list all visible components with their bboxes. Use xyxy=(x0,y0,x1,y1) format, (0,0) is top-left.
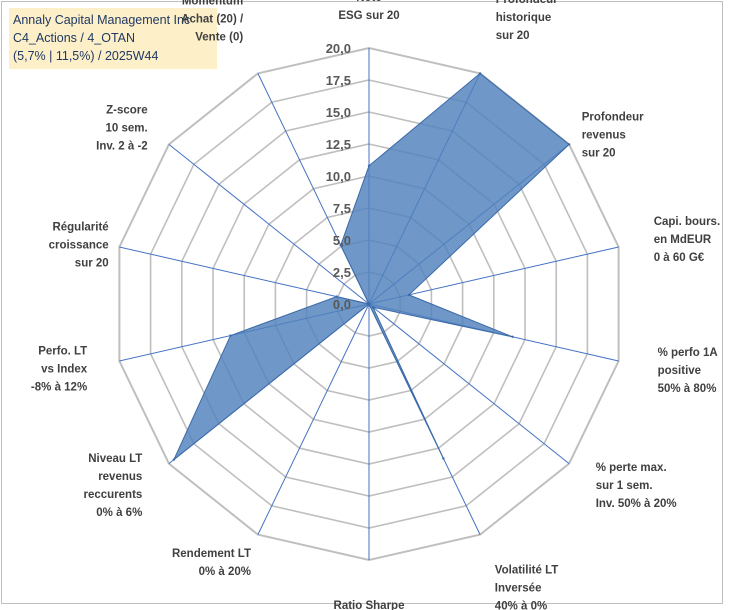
axis-label-11-line-0: Régularité xyxy=(52,222,108,234)
data-point-13 xyxy=(339,244,342,247)
axis-label-12-line-2: Inv. 2 à -2 xyxy=(96,141,148,153)
data-point-5 xyxy=(371,306,375,309)
axis-label-7: Ratio Sharpe0 à 1 xyxy=(334,600,405,610)
axis-label-10-line-1: vs Index xyxy=(41,363,88,375)
axis-label-7-line-0: Ratio Sharpe xyxy=(334,600,405,610)
axis-label-5-line-1: sur 1 sem. xyxy=(596,480,653,492)
axis-label-10: Perfo. LT vs Index -8% à 12% xyxy=(31,345,88,393)
axis-label-6: Volatilité LT Inversée 40% à 0% xyxy=(495,564,558,610)
axis-label-5-line-2: Inv. 50% à 20% xyxy=(596,498,677,510)
axis-label-8-line-1: 0% à 20% xyxy=(199,566,251,578)
axis-label-3-line-1: en MdEUR xyxy=(654,234,712,246)
axis-label-13-line-0: Momentum xyxy=(182,0,243,8)
axis-label-13-line-2: Vente (0) xyxy=(195,32,243,44)
axis-label-5: % perte max. sur 1 sem. Inv. 50% à 20% xyxy=(596,462,677,510)
axis-label-9: Niveau LT revenus reccurents 0% à 6% xyxy=(83,453,142,519)
data-point-4 xyxy=(511,335,514,338)
axis-label-4-line-1: positive xyxy=(658,365,701,377)
data-point-10 xyxy=(229,334,232,337)
axis-label-3-line-0: Capi. bours. xyxy=(654,216,720,228)
axis-label-13: Momentum Achat (20) / Vente (0) xyxy=(181,0,244,44)
axis-label-4: % perfo 1A positive 50% à 80% xyxy=(658,347,718,395)
axis-label-10-line-2: -8% à 12% xyxy=(31,381,87,393)
tick-label-6: 15,0 xyxy=(326,105,351,120)
axis-label-12-line-1: 10 sem. xyxy=(105,123,147,135)
axis-label-0-line-0: Note xyxy=(356,0,382,4)
axis-label-9-line-2: reccurents xyxy=(83,489,142,501)
axis-label-2: Profondeur revenus sur 20 xyxy=(582,111,644,159)
series-area xyxy=(173,72,570,460)
axis-label-1: Profondeur historique sur 20 xyxy=(496,0,558,42)
chart-title-box: Annaly Capital Management Inc C4_Actions… xyxy=(9,8,217,69)
axis-label-8-line-0: Rendement LT xyxy=(172,548,251,560)
axis-label-4-line-2: 50% à 80% xyxy=(658,383,717,395)
axis-label-11-line-2: sur 20 xyxy=(75,258,109,270)
tick-label-8: 20,0 xyxy=(326,41,351,56)
data-point-0 xyxy=(367,164,371,167)
axis-label-6-line-0: Volatilité LT xyxy=(495,564,558,576)
axis-label-11-line-1: croissance xyxy=(49,240,109,252)
data-point-6 xyxy=(442,457,445,460)
axis-label-9-line-1: revenus xyxy=(98,471,142,483)
axis-spoke-3 xyxy=(368,246,619,305)
axis-spoke-11 xyxy=(119,246,370,305)
axis-label-1-line-0: Profondeur xyxy=(496,0,558,6)
axis-label-0-line-1: ESG sur 20 xyxy=(338,10,399,22)
data-point-2 xyxy=(567,143,571,146)
axis-label-4-line-0: % perfo 1A xyxy=(658,347,718,359)
tick-label-3: 7,5 xyxy=(333,201,351,216)
axis-label-10-line-0: Perfo. LT xyxy=(38,345,87,357)
axis-label-8: Rendement LT 0% à 20% xyxy=(172,548,251,578)
axis-label-13-line-1: Achat (20) / xyxy=(181,14,244,26)
data-point-9 xyxy=(172,458,176,461)
axis-label-9-line-0: Niveau LT xyxy=(88,453,142,465)
axis-label-11: Régularité croissance sur 20 xyxy=(49,222,109,270)
axis-label-2-line-2: sur 20 xyxy=(582,147,616,159)
title-period: (5,7% | 11,5%) / 2025W44 xyxy=(13,49,159,63)
data-point-1 xyxy=(478,72,482,75)
axis-label-5-line-0: % perte max. xyxy=(596,462,667,474)
title-company: Annaly Capital Management Inc xyxy=(13,13,191,27)
axis-label-6-line-1: Inversée xyxy=(495,582,542,594)
tick-label-7: 17,5 xyxy=(326,73,351,88)
axis-label-3-line-2: 0 à 60 G€ xyxy=(654,252,705,264)
data-point-3 xyxy=(407,293,411,297)
tick-label-4: 10,0 xyxy=(326,169,351,184)
tick-label-0: 0,0 xyxy=(333,297,351,312)
axis-label-0: Note ESG sur 20 xyxy=(338,0,399,22)
axis-label-12: Z-score 10 sem. Inv. 2 à -2 xyxy=(96,105,148,153)
axis-label-3: Capi. bours. en MdEUR 0 à 60 G€ xyxy=(654,216,720,264)
axis-label-1-line-2: sur 20 xyxy=(496,30,530,42)
data-point-11 xyxy=(335,295,338,298)
title-category: C4_Actions / 4_OTAN xyxy=(13,31,136,45)
axis-label-12-line-0: Z-score xyxy=(106,105,148,117)
tick-label-5: 12,5 xyxy=(326,137,351,152)
axis-label-6-line-2: 40% à 0% xyxy=(495,600,547,610)
axis-label-9-line-3: 0% à 6% xyxy=(96,507,142,519)
tick-label-2: 5,0 xyxy=(333,233,351,248)
axis-spoke-8 xyxy=(257,303,370,535)
axis-spoke-5 xyxy=(368,303,570,464)
axis-label-2-line-0: Profondeur xyxy=(582,111,644,123)
axis-label-2-line-1: revenus xyxy=(582,129,626,141)
axis-label-1-line-1: historique xyxy=(496,12,552,24)
tick-label-1: 2,5 xyxy=(333,265,351,280)
axis-spoke-12 xyxy=(168,144,370,305)
data-point-12 xyxy=(367,302,371,306)
